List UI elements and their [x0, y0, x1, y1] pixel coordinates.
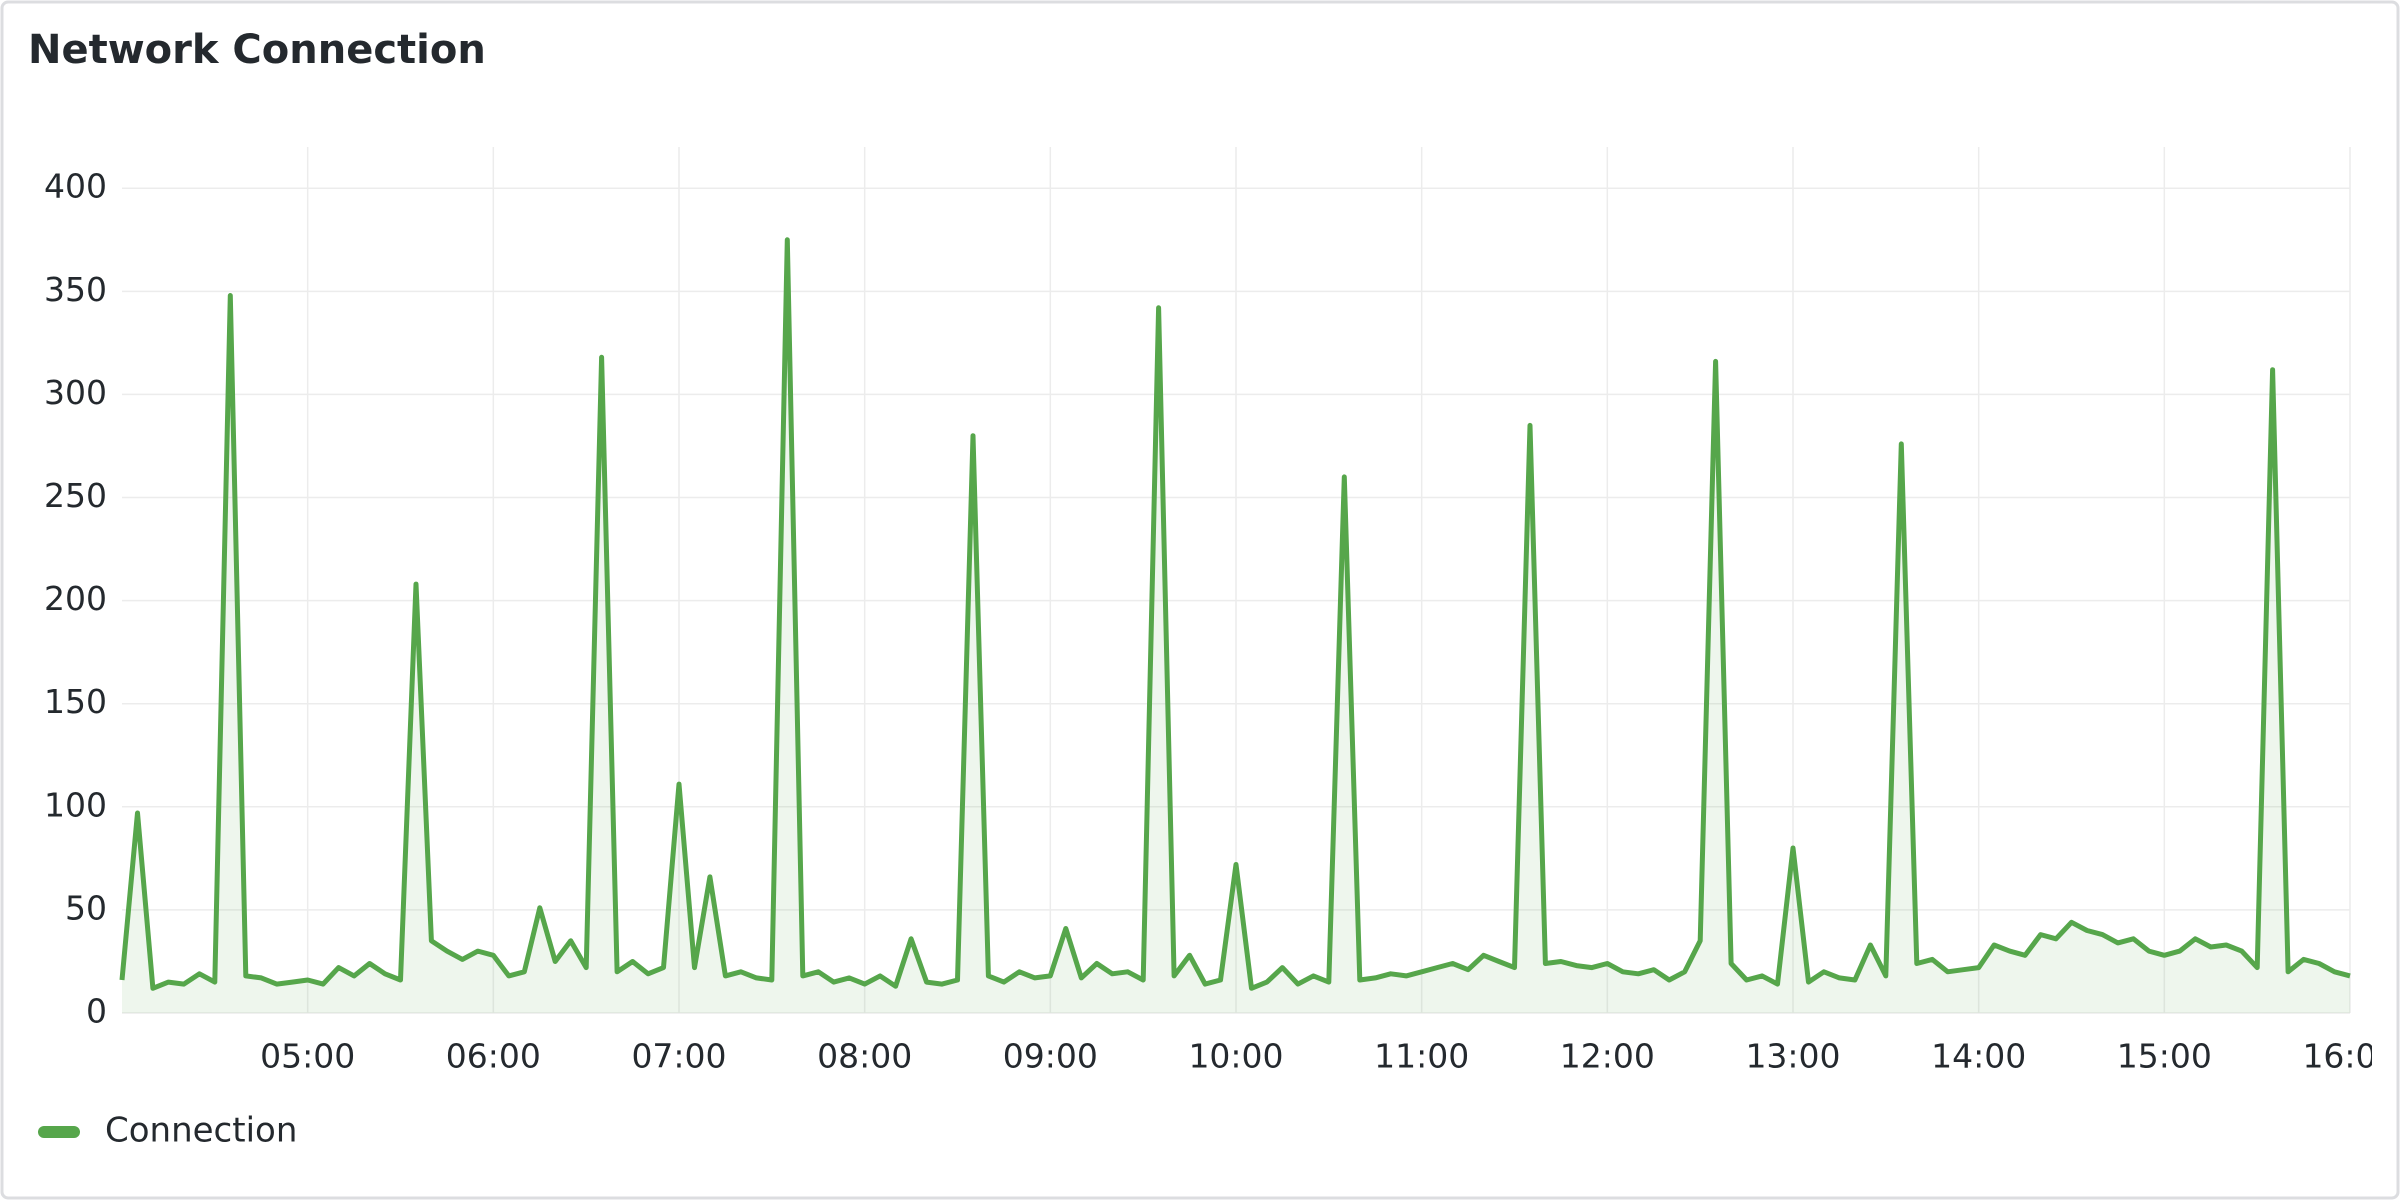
- y-tick-label: 400: [44, 167, 107, 206]
- x-tick-label: 11:00: [1374, 1037, 1469, 1076]
- x-tick-label: 08:00: [817, 1037, 912, 1076]
- y-tick-label: 0: [86, 992, 107, 1031]
- area: [122, 239, 2350, 1014]
- x-tick-label: 12:00: [1560, 1037, 1655, 1076]
- y-tick-label: 350: [44, 270, 107, 309]
- y-tick-label: 100: [44, 785, 107, 824]
- legend-label[interactable]: Connection: [105, 1111, 297, 1151]
- x-tick-label: 15:00: [2117, 1037, 2212, 1076]
- x-tick-label: 13:00: [1745, 1037, 1840, 1076]
- line: [119, 237, 2351, 991]
- legend-swatch: [38, 1126, 80, 1138]
- x-tick-label: 09:00: [1003, 1037, 1098, 1076]
- x-tick-label: 10:00: [1188, 1037, 1283, 1076]
- y-tick-label: 300: [44, 373, 107, 412]
- x-tick-label: 07:00: [631, 1037, 726, 1076]
- x-tick-label: 16:00: [2302, 1037, 2397, 1076]
- x-tick-label: 06:00: [446, 1037, 541, 1076]
- plot: 0 50 100 150 200 250 300 350 400 05:00 06:00 07:00 0…: [44, 147, 2397, 1076]
- x-tick-label: 14:00: [1931, 1037, 2026, 1076]
- y-tick-label: 200: [44, 579, 107, 618]
- y-tick-label: 50: [65, 888, 107, 927]
- y-tick-label: 150: [44, 682, 107, 721]
- y-tick-label: 250: [44, 476, 107, 515]
- panel-title: Network Connection: [28, 27, 486, 73]
- x-tick-label: 05:00: [260, 1037, 355, 1076]
